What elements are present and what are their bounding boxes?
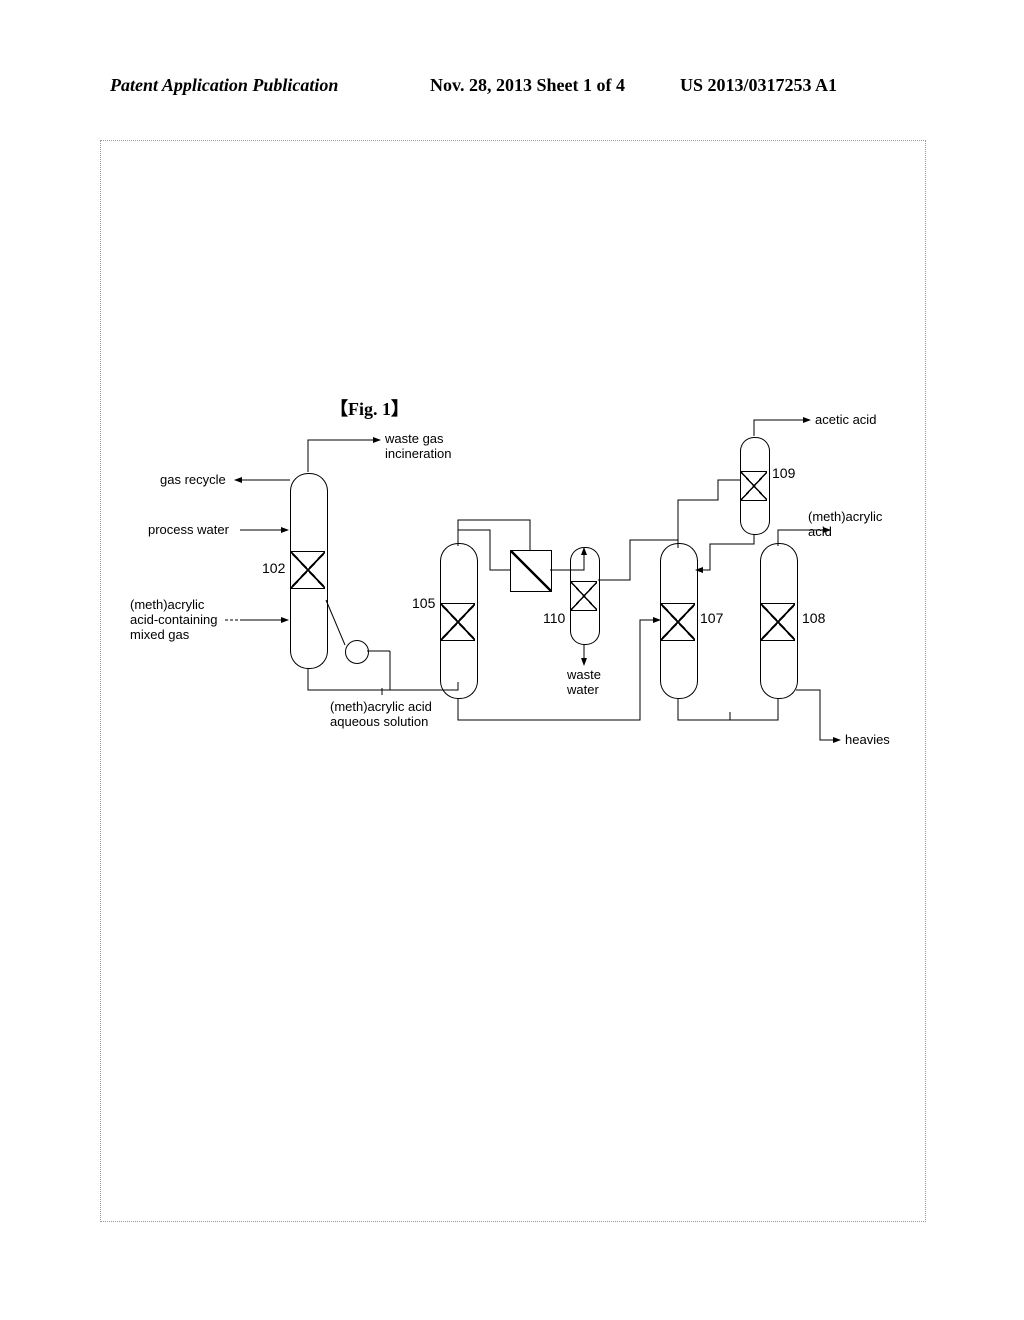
process-diagram: waste gas incineration gas recycle proce… bbox=[130, 420, 890, 790]
num-108: 108 bbox=[802, 610, 825, 626]
label-acetic-acid: acetic acid bbox=[815, 413, 876, 428]
label-process-water: process water bbox=[148, 523, 229, 538]
label-waste-water: waste water bbox=[567, 668, 601, 698]
num-102: 102 bbox=[262, 560, 285, 576]
label-waste-gas: waste gas incineration bbox=[385, 432, 452, 462]
num-107: 107 bbox=[700, 610, 723, 626]
label-feed-gas: (meth)acrylic acid-containing mixed gas bbox=[130, 598, 217, 643]
num-109: 109 bbox=[772, 465, 795, 481]
header-mid: Nov. 28, 2013 Sheet 1 of 4 bbox=[430, 75, 625, 96]
header-left: Patent Application Publication bbox=[110, 75, 338, 96]
num-105: 105 bbox=[412, 595, 435, 611]
label-product: (meth)acrylic acid bbox=[808, 510, 882, 540]
label-gas-recycle: gas recycle bbox=[160, 473, 226, 488]
num-110: 110 bbox=[543, 610, 565, 626]
figure-label: 【Fig. 1】 bbox=[330, 395, 409, 421]
label-aq-solution: (meth)acrylic acid aqueous solution bbox=[330, 700, 432, 730]
header-right: US 2013/0317253 A1 bbox=[680, 75, 837, 96]
label-heavies: heavies bbox=[845, 733, 890, 748]
